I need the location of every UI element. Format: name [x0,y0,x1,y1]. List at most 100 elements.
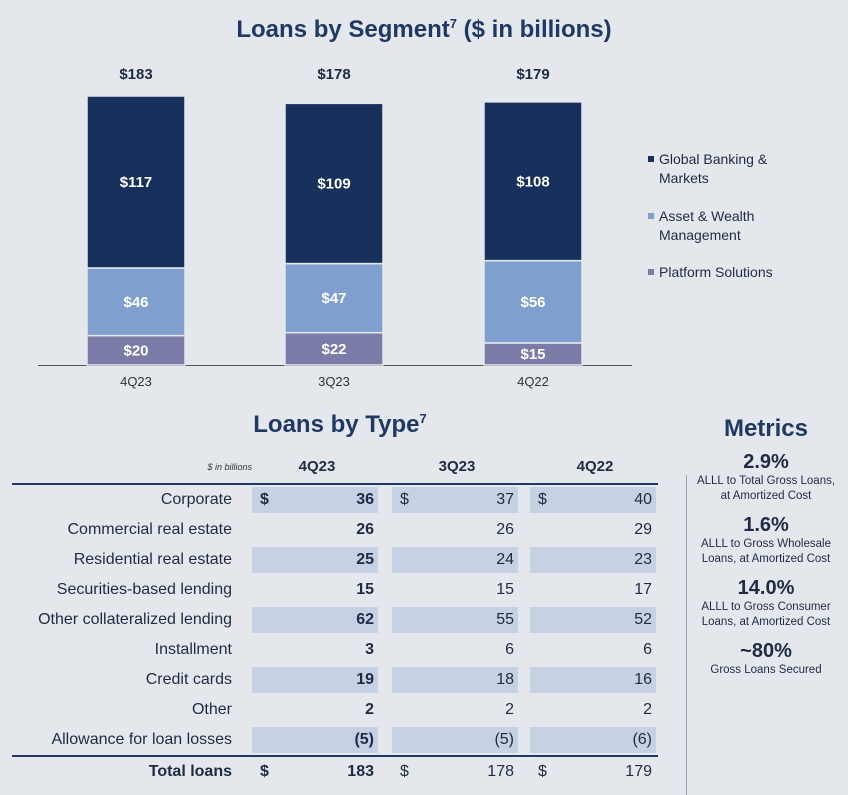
cell-value: 17 [634,581,652,598]
table-cell: 19 [252,665,378,695]
table-cell: 24 [392,545,518,575]
row-band [392,547,518,573]
x-tick-label: 4Q23 [120,374,152,389]
cell-value: 2 [365,701,374,718]
bar-total-label: $178 [317,66,350,83]
cell-value: 24 [496,551,514,568]
metrics-divider [686,475,687,795]
row-band [392,487,518,513]
bar-value-label: $56 [520,294,545,311]
column-header-2: 3Q23 [438,458,476,475]
bar-3Q23-global-banking-markets [284,102,384,265]
header-divider [12,483,658,485]
row-label: Corporate [160,491,232,508]
row-label: Commercial real estate [67,521,233,538]
table-cell: 2 [530,695,656,725]
table-cell: 6 [530,635,656,665]
table-cell: 52 [530,605,656,635]
table-cell: (5) [252,725,378,755]
row-band [530,727,656,753]
metric-description: ALLL to Gross Wholesale Loans, at Amorti… [701,538,831,565]
row-band [252,607,378,633]
metric-item: 2.9% ALLL to Total Gross Loans, at Amorti… [686,451,846,504]
row-label: Other [191,701,232,718]
table-cell: 17 [530,575,656,605]
row-label: Other collateralized lending [38,611,232,628]
total-row: Total loans $183 $178 $179 [12,755,658,787]
metric-item: 14.0% ALLL to Gross Consumer Loans, at Am… [686,577,846,630]
row-label: Total loans [148,763,232,780]
row-label: Allowance for loan losses [51,731,232,748]
table-row: Credit cards 19 18 16 [12,665,658,695]
cell-value: 18 [496,671,514,688]
table-cell: $37 [392,485,518,515]
table-row: Installment 3 6 6 [12,635,658,665]
cell-value: 29 [634,521,652,538]
cell-value: 15 [496,581,514,598]
cell-value: 36 [356,491,374,508]
cell-value: 25 [356,551,374,568]
metrics-title: Metrics [723,415,809,442]
row-band [530,607,656,633]
row-label: Residential real estate [73,551,232,568]
table-header: $ in billions 4Q23 3Q23 4Q22 [12,455,658,483]
bar-value-label: $22 [321,341,346,358]
row-band [530,667,656,693]
table-row: Residential real estate 25 24 23 [12,545,658,575]
row-band [252,487,378,513]
bar-value-label: $47 [321,290,346,307]
cell-value: 6 [643,641,652,658]
table-cell: (6) [530,725,656,755]
table-row: Commercial real estate 26 26 29 [12,515,658,545]
table-row: Other 2 2 2 [12,695,658,725]
bar-4Q23-global-banking-markets [86,95,186,269]
table-cell: 16 [530,665,656,695]
loan-type-title: Loans by Type7 [253,411,427,438]
bar-3Q23-asset-wealth-management [284,262,384,334]
unit-label: $ in billions [207,462,252,472]
table-cell: 15 [252,575,378,605]
table-cell: 6 [392,635,518,665]
legend-swatch [648,213,654,219]
dollar-sign: $ [400,491,409,508]
bar-value-label: $109 [317,175,350,192]
row-label: Credit cards [145,671,232,688]
table-cell: 18 [392,665,518,695]
metric-description: Gross Loans Secured [710,664,822,676]
cell-value: 178 [487,763,514,780]
cell-value: (5) [494,731,514,748]
cell-value: 37 [496,491,514,508]
row-label: Installment [154,641,232,658]
bar-4Q22-global-banking-markets [483,101,583,262]
table-cell: (5) [392,725,518,755]
column-header-1: 4Q23 [298,458,336,475]
cell-value: 3 [365,641,374,658]
cell-value: 15 [356,581,374,598]
metric-value: 1.6% [743,514,789,536]
row-band [392,727,518,753]
cell-value: 55 [496,611,514,628]
row-band [530,547,656,573]
cell-value: 2 [505,701,514,718]
cell-value: 23 [634,551,652,568]
cell-value: 19 [356,671,374,688]
cell-value: (6) [632,731,652,748]
table-row: Securities-based lending 15 15 17 [12,575,658,605]
row-label: Securities-based lending [56,581,232,598]
cell-value: 6 [505,641,514,658]
table-cell: 2 [392,695,518,725]
legend-item: Platform Solutions [648,263,779,282]
table-body: Corporate $36 $37 $40 Commercial real estate… [12,485,658,787]
table-row: Other collateralized lending 62 55 52 [12,605,658,635]
table-cell: 23 [530,545,656,575]
legend-swatch [648,269,654,275]
legend-label: Asset & Wealth Management [659,208,755,243]
row-band [392,607,518,633]
metric-item: ~80% Gross Loans Secured [686,640,846,678]
metric-value: 14.0% [737,577,795,599]
legend-swatch [648,156,654,162]
cell-value: 2 [643,701,652,718]
table-cell: 15 [392,575,518,605]
row-band [252,667,378,693]
metric-item: 1.6% ALLL to Gross Wholesale Loans, at Am… [686,514,846,567]
